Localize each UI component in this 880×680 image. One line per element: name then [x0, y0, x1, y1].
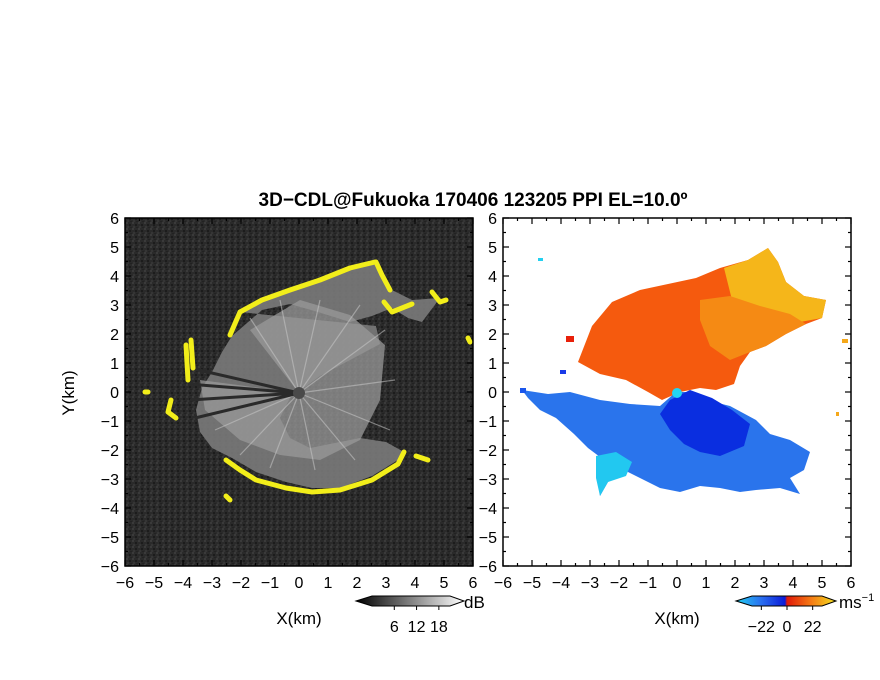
snr-y-tick-label: −3: [101, 472, 119, 489]
snr-x-tick-label: −3: [203, 575, 221, 592]
velocity-y-tick-label: −1: [479, 414, 497, 431]
velocity-x-tick-label: 0: [673, 575, 682, 592]
snr-colorbar-unit: dB: [464, 593, 485, 612]
velocity-colorbar: −22 0 22 ms−1: [734, 592, 874, 636]
velocity-x-tick-label: −4: [552, 575, 570, 592]
snr-colorbar: 6 12 18 dB: [354, 593, 485, 636]
snr-yellow-edges: [142, 259, 473, 503]
snr-x-tick-label: −2: [232, 575, 250, 592]
velocity-x-tick-label: −3: [581, 575, 599, 592]
velocity-approaching-cyan: [596, 452, 632, 496]
snr-y-tick-label: 6: [110, 211, 119, 228]
velocity-panel: −6 −5 −4 −3 −2 −1 0 1 2 3 4 5 6 6543210−1−2−3−4−5−6 …: [479, 211, 856, 628]
snr-y-tick-label: 5: [110, 240, 119, 257]
snr-y-tick-label: 2: [110, 327, 119, 344]
snr-x-tick-label: −6: [116, 575, 134, 592]
velocity-colorbar-ramp: [734, 595, 838, 607]
velocity-x-tick-label: 1: [702, 575, 711, 592]
velocity-radar-center: [672, 388, 682, 398]
snr-x-tick-label: 3: [382, 575, 391, 592]
velocity-x-tick-label: 5: [818, 575, 827, 592]
snr-x-tick-labels: −6 −5 −4 −3 −2 −1 0 1 2 3 4 5 6: [116, 575, 478, 592]
snr-x-tick-label: −5: [145, 575, 163, 592]
snr-x-tick-label: 4: [411, 575, 420, 592]
velocity-colorbar-tick-label: 0: [783, 619, 792, 636]
velocity-y-tick-label: 4: [488, 269, 497, 286]
velocity-x-tick-label: 3: [760, 575, 769, 592]
velocity-y-tick-label: −6: [479, 559, 497, 576]
velocity-stray-pixels: [520, 258, 848, 416]
velocity-y-tick-labels: 6 5 4 3 2 1 0 −1 −2 −3 −4 −5 −6: [479, 211, 497, 576]
velocity-receding-orange: [700, 296, 806, 360]
snr-shadow-rays: [187, 366, 300, 420]
snr-x-tick-label: 5: [440, 575, 449, 592]
velocity-x-tick-label: −5: [523, 575, 541, 592]
snr-x-tick-label: 6: [469, 575, 478, 592]
velocity-colorbar-unit-exponent: −1: [862, 592, 875, 604]
snr-x-tick-label: −1: [261, 575, 279, 592]
velocity-colorbar-tick-label: 22: [804, 619, 822, 636]
snr-colorbar-ramp: [354, 595, 466, 607]
velocity-x-tick-label: −6: [494, 575, 512, 592]
velocity-y-tick-label: 5: [488, 240, 497, 257]
snr-x-tick-label: 0: [295, 575, 304, 592]
velocity-y-tick-label: −5: [479, 530, 497, 547]
snr-y-tick-label: −2: [101, 443, 119, 460]
velocity-y-tick-label: 2: [488, 327, 497, 344]
velocity-ticks: [502, 217, 852, 567]
velocity-y-tick-label: 6: [488, 211, 497, 228]
snr-y-tick-label: 0: [110, 385, 119, 402]
snr-ticks: [124, 217, 474, 567]
velocity-x-tick-label: −2: [610, 575, 628, 592]
snr-y-tick-label: −1: [101, 414, 119, 431]
velocity-x-tick-label: −1: [639, 575, 657, 592]
velocity-x-tick-label: 4: [789, 575, 798, 592]
velocity-colorbar-ticks: −22 0 22: [748, 606, 822, 636]
velocity-y-tick-label: 3: [488, 298, 497, 315]
figure-title: 3D−CDL@Fukuoka 170406 123205 PPI EL=10.0…: [259, 190, 688, 211]
velocity-y-tick-label: 1: [488, 356, 497, 373]
snr-colorbar-ticks: 6 12 18: [390, 606, 448, 636]
snr-y-tick-label: 4: [110, 269, 119, 286]
snr-y-tick-label: 1: [110, 356, 119, 373]
velocity-y-tick-label: 0: [488, 385, 497, 402]
velocity-colorbar-unit-base: ms: [839, 593, 862, 612]
snr-x-tick-label: 1: [324, 575, 333, 592]
snr-y-axis-label: Y(km): [59, 370, 78, 415]
velocity-x-tick-label: 2: [731, 575, 740, 592]
snr-y-tick-label: 3: [110, 298, 119, 315]
snr-x-axis-label: X(km): [276, 609, 321, 628]
snr-y-tick-labels: 6 5 4 3 2 1 0 −1 −2 −3 −4 −5 −6: [101, 211, 119, 576]
snr-y-tick-label: −5: [101, 530, 119, 547]
snr-radar-center: [293, 387, 305, 399]
velocity-y-tick-label: −4: [479, 501, 497, 518]
snr-x-tick-label: −4: [174, 575, 192, 592]
velocity-x-tick-labels: −6 −5 −4 −3 −2 −1 0 1 2 3 4 5 6: [494, 575, 856, 592]
snr-panel: −6 −5 −4 −3 −2 −1 0 1 2 3 4 5 6 6543210−1−2−3−4−5−6 …: [59, 211, 478, 628]
velocity-y-tick-label: −3: [479, 472, 497, 489]
snr-colorbar-tick-label: 12: [408, 619, 426, 636]
snr-bright-core: [200, 300, 385, 460]
velocity-colorbar-unit: ms−1: [839, 592, 874, 612]
velocity-approaching-dark: [660, 390, 750, 456]
snr-y-tick-label: −4: [101, 501, 119, 518]
snr-y-tick-label: −6: [101, 559, 119, 576]
snr-colorbar-tick-label: 18: [430, 619, 448, 636]
snr-rays: [214, 299, 396, 471]
snr-x-tick-label: 2: [353, 575, 362, 592]
velocity-colorbar-tick-label: −22: [748, 619, 775, 636]
velocity-x-axis-label: X(km): [654, 609, 699, 628]
velocity-y-tick-label: −2: [479, 443, 497, 460]
snr-colorbar-tick-label: 6: [390, 619, 399, 636]
velocity-x-tick-label: 6: [847, 575, 856, 592]
